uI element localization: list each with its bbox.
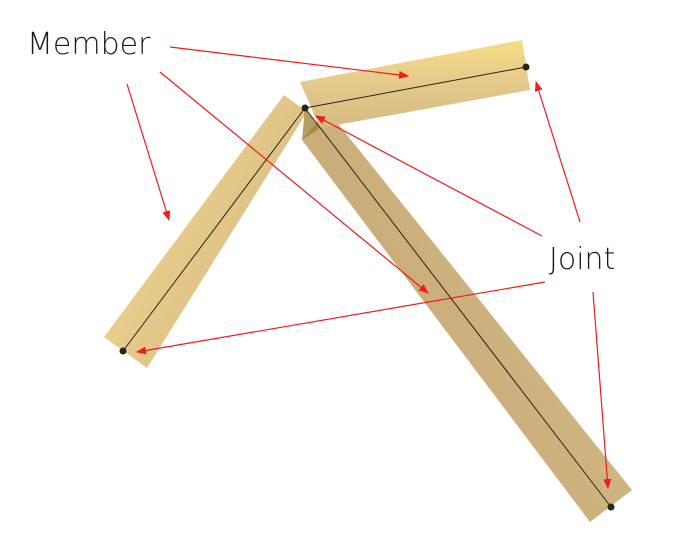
joint-overlap-shading [302, 108, 320, 140]
member-label: Member [27, 27, 151, 62]
member-left-beam [104, 95, 307, 368]
member-arrow-top-beam [169, 46, 409, 79]
joint-apex [301, 104, 309, 112]
member-top-centerline [304, 66, 527, 109]
joint-arrow-left-end [136, 281, 546, 355]
member-top-beam [300, 40, 530, 128]
member-arrow-diagonal-beam [159, 71, 429, 294]
joint-left-end [119, 347, 127, 355]
joint-arrow-bottom-end [592, 291, 612, 489]
joint-arrow-top-end [534, 81, 581, 223]
member-left-centerline [122, 107, 306, 352]
joint-label: Joint [549, 242, 616, 277]
joint-arrow-apex [315, 115, 543, 237]
member-diagonal-centerline [304, 107, 612, 508]
joint-top-end [522, 63, 530, 71]
member-arrow-left-beam [126, 83, 171, 221]
member-diagonal-beam [302, 110, 632, 522]
joint-bottom-end [607, 503, 615, 511]
